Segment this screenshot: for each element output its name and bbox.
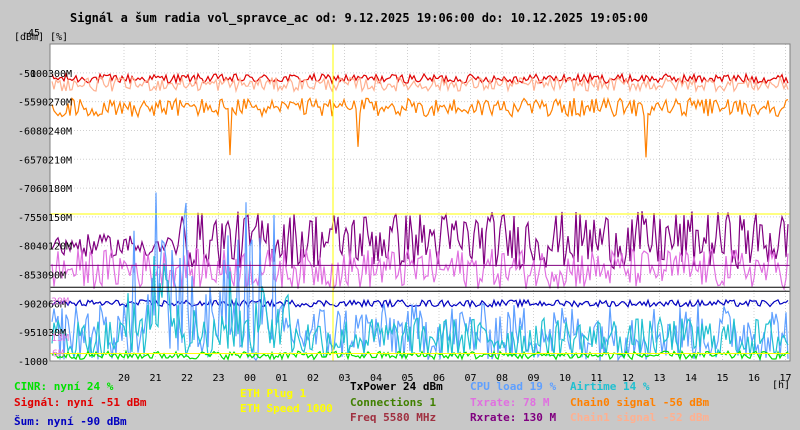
rxrate-trace: [51, 211, 789, 271]
reference-lines: [50, 44, 790, 361]
x-tick-label: 22: [181, 373, 193, 384]
y-tick-pct: 60: [36, 184, 48, 195]
cpu-load-trace: [51, 192, 789, 362]
y-tick-pct: 100: [30, 69, 48, 80]
y-tick-rate: 60M: [48, 299, 66, 310]
legend-signal: Signál: nyní -51 dBm: [14, 396, 147, 409]
x-tick-label: 08: [496, 373, 508, 384]
x-tick-label: 12: [622, 373, 634, 384]
cinr-trace: [51, 349, 789, 361]
series-layer: [51, 72, 789, 362]
y-tick-pct: 70: [36, 155, 48, 166]
y-tick-dbm: -60: [18, 126, 36, 137]
y-tick-rate: 30M: [48, 328, 66, 339]
chart-title: Signál a šum radia vol_spravce_ac od: 9.…: [70, 11, 648, 26]
x-tick-label: 17: [779, 373, 791, 384]
y-tick-rate: 270M: [48, 98, 72, 109]
legend-eth-speed: ETH Speed 1000: [240, 402, 333, 415]
x-tick-label: 01: [275, 373, 287, 384]
y-tick-pct: 0: [42, 357, 48, 368]
y-tick-pct: 40: [36, 242, 48, 253]
legend-eth-plug: ETH Plug 1: [240, 387, 307, 400]
x-tick-label: 05: [401, 373, 413, 384]
x-tick-label: 16: [748, 373, 760, 384]
legend-rxrate: Rxrate: 130 M: [470, 411, 557, 424]
legend-airtime: Airtime 14 %: [570, 380, 650, 393]
y-tick-rate: 180M: [48, 184, 72, 195]
x-tick-label: 21: [149, 373, 161, 384]
y-tick-pct: 50: [36, 213, 48, 224]
y-tick-dbm: -100: [18, 357, 42, 368]
x-tick-label: 14: [685, 373, 697, 384]
airtime-trace: [51, 256, 789, 360]
x-tick-label: 03: [338, 373, 350, 384]
y-tick-rate: 120M: [48, 242, 72, 253]
y-unit-dbm: [dBm]: [14, 32, 44, 43]
y-tick-dbm: -80: [18, 242, 36, 253]
y-tick-dbm: -85: [18, 271, 36, 282]
y-tick-rate: 90M: [48, 271, 66, 282]
y-minor-label: 6M: [52, 348, 64, 359]
y-minor-label: 39M: [51, 296, 69, 307]
legend-connections: Connections 1: [350, 396, 437, 409]
x-tick-label: 00: [244, 373, 256, 384]
y-tick-dbm: -70: [18, 184, 36, 195]
x-tick-label: 07: [464, 373, 476, 384]
legend-cpu-load: CPU load 19 %: [470, 380, 557, 393]
y-minor-label: 13M: [51, 333, 69, 344]
y-tick-pct: 10: [36, 328, 48, 339]
x-tick-label: 20: [118, 373, 130, 384]
x-tick-label: 09: [527, 373, 539, 384]
y-tick-pct: 90: [36, 98, 48, 109]
y-tick-rate: 240M: [48, 126, 72, 137]
legend-txpower: TxPower 24 dBm: [350, 380, 443, 393]
y-tick-rate: 210M: [48, 155, 72, 166]
y-tick-dbm: -50: [18, 69, 36, 80]
x-tick-label: 06: [433, 373, 445, 384]
x-tick-label: 15: [716, 373, 728, 384]
plot-area: [50, 44, 790, 361]
legend-txrate: Txrate: 78 M: [470, 396, 550, 409]
y-tick-dbm: -55: [18, 98, 36, 109]
y-tick-rate: 300M: [48, 69, 72, 80]
y-tick-rate: 150M: [48, 213, 72, 224]
legend-chain1: Chain1 signal -52 dBm: [570, 411, 710, 424]
y-unit-pct: [%]: [50, 32, 68, 43]
noise-trace: [51, 298, 789, 309]
x-tick-label: 10: [559, 373, 571, 384]
y-tick-dbm: -65: [18, 155, 36, 166]
y-tick-pct: 80: [36, 126, 48, 137]
x-tick-label: 11: [590, 373, 602, 384]
legend-noise: Šum: nyní -90 dBm: [14, 415, 127, 428]
y-tick-dbm: -45: [22, 28, 40, 39]
y-tick-dbm: -95: [18, 328, 36, 339]
x-tick-label: 02: [307, 373, 319, 384]
y-tick-dbm: -75: [18, 213, 36, 224]
y-tick-pct: 30: [36, 271, 48, 282]
chain0-trace: [51, 96, 789, 158]
signal-trace: [51, 72, 789, 85]
y-tick-pct: 20: [36, 299, 48, 310]
legend-cinr: CINR: nyní 24 %: [14, 380, 114, 393]
legend-chain0: Chain0 signal -56 dBm: [570, 396, 710, 409]
y-tick-dbm: -90: [18, 299, 36, 310]
x-tick-label: 04: [370, 373, 382, 384]
x-tick-label: 13: [653, 373, 665, 384]
plot-border: [49, 43, 791, 362]
axes: -45-50-55-60-65-70-75-80-85-90-95-100100…: [18, 28, 792, 384]
chain1-trace: [51, 75, 789, 94]
x-unit: [h]: [772, 380, 790, 391]
x-tick-label: 23: [212, 373, 224, 384]
legend-freq: Freq 5580 MHz: [350, 411, 437, 424]
